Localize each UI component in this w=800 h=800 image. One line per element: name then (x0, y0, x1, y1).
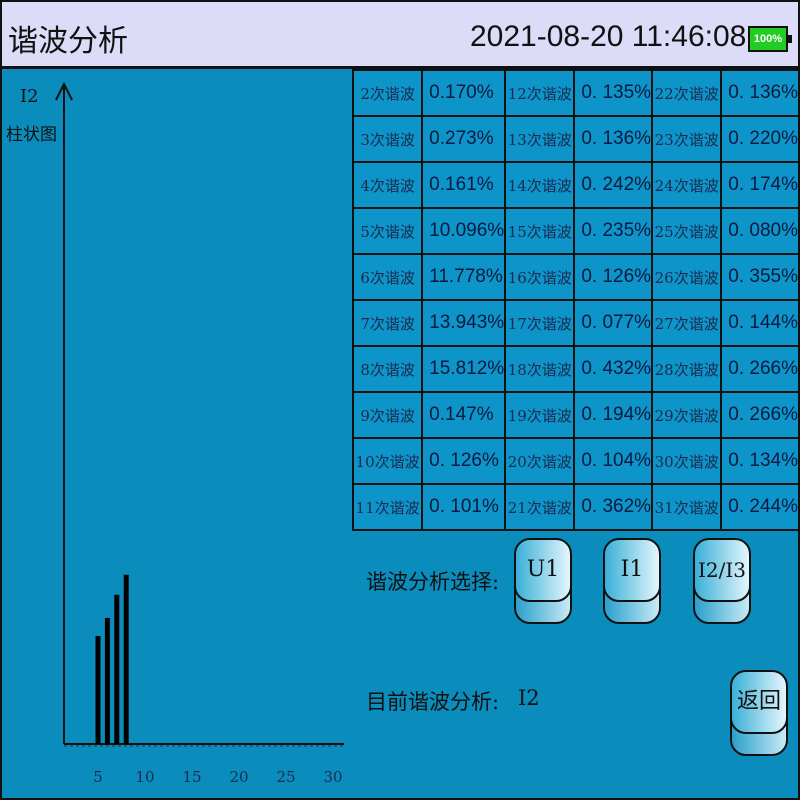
table-row: 6次谐波 11.778% 16次谐波 0. 126% 26次谐波 0. 355% (351, 253, 800, 301)
harmonic-order: 23次谐波 (651, 115, 723, 163)
table-row: 8次谐波 15.812% 18次谐波 0. 432% 28次谐波 0. 266% (351, 345, 800, 393)
harmonic-value: 11.778% (421, 253, 507, 301)
harmonic-value: 0.170% (421, 69, 507, 117)
bar-h5 (95, 635, 101, 744)
harmonic-value: 0. 432% (573, 345, 654, 393)
table-row: 10次谐波 0. 126% 20次谐波 0. 104% 30次谐波 0. 134% (351, 437, 800, 485)
table-row: 3次谐波 0.273% 13次谐波 0. 136% 23次谐波 0. 220% (351, 115, 800, 163)
table-row: 11次谐波 0. 101% 21次谐波 0. 362% 31次谐波 0. 244% (351, 483, 800, 531)
x-tick-label: 15 (182, 768, 201, 786)
harmonic-value: 0. 266% (720, 345, 800, 393)
x-tick-label: 20 (229, 768, 248, 786)
harmonic-value: 0. 362% (573, 483, 654, 531)
harmonic-value: 0. 266% (720, 391, 800, 439)
harmonic-order: 14次谐波 (504, 161, 576, 209)
page-title: 谐波分析 (8, 24, 128, 59)
table-row: 5次谐波 10.096% 15次谐波 0. 235% 25次谐波 0. 080% (351, 207, 800, 255)
harmonic-order: 22次谐波 (651, 69, 723, 117)
harmonic-value: 0. 126% (421, 437, 507, 485)
harmonic-value: 0. 104% (573, 437, 654, 485)
harmonic-order: 6次谐波 (351, 253, 424, 301)
harmonic-order: 10次谐波 (351, 437, 424, 485)
table-row: 2次谐波 0.170% 12次谐波 0. 135% 22次谐波 0. 136% (351, 69, 800, 117)
harmonic-order: 4次谐波 (351, 161, 424, 209)
harmonic-order: 15次谐波 (504, 207, 576, 255)
harmonic-value: 0. 174% (720, 161, 800, 209)
x-tick-label: 10 (135, 768, 154, 786)
chart-channel: I2 (20, 86, 39, 107)
harmonic-order: 12次谐波 (504, 69, 576, 117)
y-axis-arrow-icon (55, 81, 73, 101)
harmonic-order: 27次谐波 (651, 299, 723, 347)
harmonic-value: 0. 242% (573, 161, 654, 209)
x-tick-label: 30 (323, 768, 342, 786)
harmonic-order: 16次谐波 (504, 253, 576, 301)
harmonic-order: 8次谐波 (351, 345, 424, 393)
harmonic-order: 21次谐波 (504, 483, 576, 531)
header-bar: 谐波分析 2021-08-20 11:46:08 100% (0, 0, 800, 69)
harmonic-order: 26次谐波 (651, 253, 723, 301)
harmonic-order: 11次谐波 (351, 483, 424, 531)
harmonic-value: 0. 220% (720, 115, 800, 163)
harmonic-value: 13.943% (421, 299, 507, 347)
harmonic-bar-chart: 5 10 15 20 25 30 (55, 81, 344, 786)
back-button[interactable]: 返回 (730, 670, 788, 756)
harmonic-value: 0. 144% (720, 299, 800, 347)
harmonic-order: 31次谐波 (651, 483, 723, 531)
harmonic-order: 18次谐波 (504, 345, 576, 393)
harmonic-order: 25次谐波 (651, 207, 723, 255)
harmonic-value: 0. 194% (573, 391, 654, 439)
x-tick-label: 25 (276, 768, 295, 786)
harmonic-table: 2次谐波 0.170% 12次谐波 0. 135% 22次谐波 0. 136% 3次谐波 0.… (351, 69, 800, 531)
harmonic-value: 0. 080% (720, 207, 800, 255)
harmonic-order: 13次谐波 (504, 115, 576, 163)
harmonic-order: 30次谐波 (651, 437, 723, 485)
i1-button[interactable]: I1 (603, 538, 661, 624)
harmonic-value: 0. 136% (573, 115, 654, 163)
harmonic-order: 5次谐波 (351, 207, 424, 255)
table-row: 9次谐波 0.147% 19次谐波 0. 194% 29次谐波 0. 266% (351, 391, 800, 439)
x-tick-label: 5 (93, 768, 103, 786)
bar-h8 (123, 574, 129, 744)
table-row: 4次谐波 0.161% 14次谐波 0. 242% 24次谐波 0. 174% (351, 161, 800, 209)
harmonic-order: 3次谐波 (351, 115, 424, 163)
harmonic-value: 15.812% (421, 345, 507, 393)
harmonic-value: 0. 101% (421, 483, 507, 531)
harmonic-order: 9次谐波 (351, 391, 424, 439)
harmonic-value: 0. 355% (720, 253, 800, 301)
harmonic-order: 19次谐波 (504, 391, 576, 439)
i2-i3-button[interactable]: I2/I3 (693, 538, 751, 624)
harmonic-value: 0. 126% (573, 253, 654, 301)
harmonic-order: 29次谐波 (651, 391, 723, 439)
harmonic-value: 0. 244% (720, 483, 800, 531)
harmonic-value: 0. 136% (720, 69, 800, 117)
harmonic-value: 0.273% (421, 115, 507, 163)
harmonic-order: 17次谐波 (504, 299, 576, 347)
u1-button[interactable]: U1 (514, 538, 572, 624)
harmonic-value: 0. 134% (720, 437, 800, 485)
chart-type-label: 柱状图 (6, 125, 57, 145)
harmonic-order: 2次谐波 (351, 69, 424, 117)
harmonic-value: 0.147% (421, 391, 507, 439)
bar-h6 (104, 617, 110, 744)
harmonic-value: 0. 235% (573, 207, 654, 255)
harmonic-order: 7次谐波 (351, 299, 424, 347)
battery-icon: 100% (748, 26, 792, 52)
harmonic-order: 20次谐波 (504, 437, 576, 485)
harmonic-value: 0. 135% (573, 69, 654, 117)
harmonic-value: 0.161% (421, 161, 507, 209)
bar-h7 (114, 594, 120, 744)
harmonic-order: 24次谐波 (651, 161, 723, 209)
current-analysis-value: I2 (518, 686, 540, 710)
datetime: 2021-08-20 11:46:08 (470, 20, 747, 53)
table-row: 7次谐波 13.943% 17次谐波 0. 077% 27次谐波 0. 144% (351, 299, 800, 347)
harmonic-value: 10.096% (421, 207, 507, 255)
current-analysis-label: 目前谐波分析: (366, 690, 500, 714)
harmonic-order: 28次谐波 (651, 345, 723, 393)
selection-label: 谐波分析选择: (366, 570, 500, 594)
harmonic-value: 0. 077% (573, 299, 654, 347)
